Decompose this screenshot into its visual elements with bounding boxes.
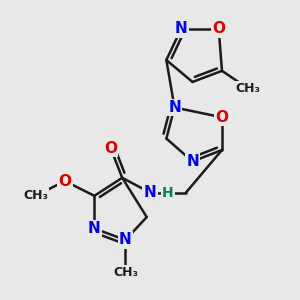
Text: CH₃: CH₃: [236, 82, 261, 95]
Text: O: O: [58, 174, 71, 189]
Text: N: N: [175, 22, 188, 37]
Text: O: O: [212, 22, 225, 37]
Text: CH₃: CH₃: [23, 189, 48, 202]
Text: O: O: [104, 141, 117, 156]
Text: N: N: [186, 154, 199, 169]
Text: N: N: [144, 185, 156, 200]
Text: N: N: [88, 221, 101, 236]
Text: H: H: [162, 185, 174, 200]
Text: O: O: [215, 110, 229, 125]
Text: N: N: [168, 100, 181, 115]
Text: N: N: [119, 232, 132, 247]
Text: CH₃: CH₃: [113, 266, 138, 279]
